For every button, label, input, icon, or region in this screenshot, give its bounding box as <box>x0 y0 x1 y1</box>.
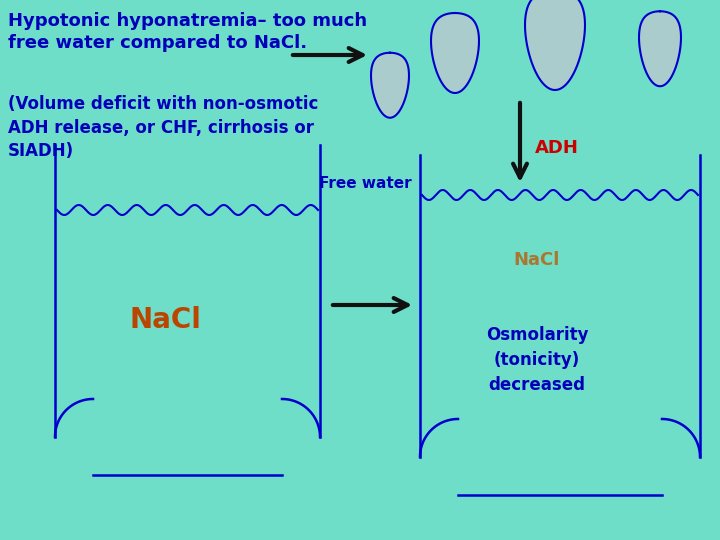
Text: NaCl: NaCl <box>514 251 560 269</box>
Text: Free water: Free water <box>319 176 411 191</box>
Text: (Volume deficit with non-osmotic
ADH release, or CHF, cirrhosis or
SIADH): (Volume deficit with non-osmotic ADH rel… <box>8 95 318 160</box>
Polygon shape <box>639 11 681 86</box>
Text: NaCl: NaCl <box>129 306 201 334</box>
Polygon shape <box>525 0 585 90</box>
Polygon shape <box>371 53 409 118</box>
Text: ADH: ADH <box>535 139 579 157</box>
Text: Hypotonic hyponatremia– too much
free water compared to NaCl.: Hypotonic hyponatremia– too much free wa… <box>8 12 367 52</box>
Text: Osmolarity
(tonicity)
decreased: Osmolarity (tonicity) decreased <box>486 326 588 394</box>
Polygon shape <box>431 13 479 93</box>
